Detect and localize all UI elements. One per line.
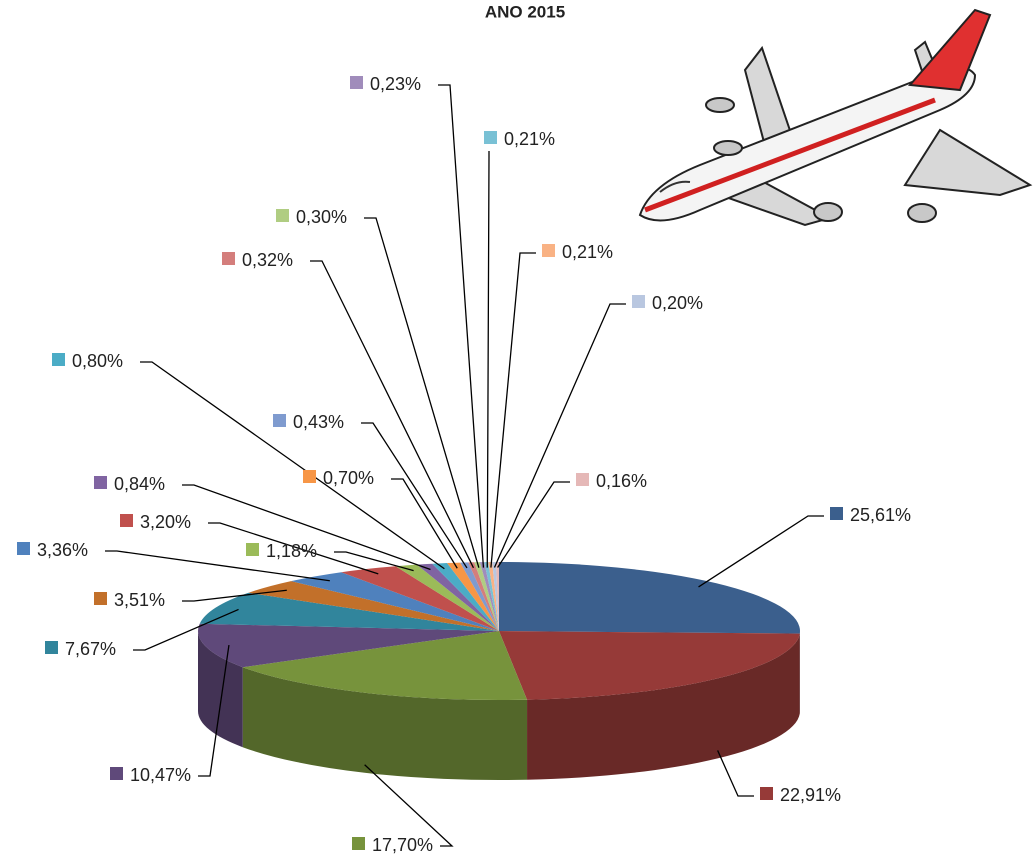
leader-line [498, 482, 570, 568]
legend-swatch [352, 837, 365, 850]
legend-swatch [350, 76, 363, 89]
data-label: 0,21% [562, 242, 613, 262]
legend-swatch [760, 787, 773, 800]
legend-swatch [94, 592, 107, 605]
leader-line [438, 85, 483, 568]
data-label: 7,67% [65, 639, 116, 659]
data-label: 0,32% [242, 250, 293, 270]
leader-line [334, 552, 414, 571]
legend-swatch [110, 767, 123, 780]
data-label: 3,51% [114, 590, 165, 610]
legend-swatch [120, 514, 133, 527]
data-label: 0,43% [293, 412, 344, 432]
legend-swatch [94, 476, 107, 489]
leader-line [364, 218, 479, 568]
data-label: 0,80% [72, 351, 123, 371]
legend-swatch [830, 507, 843, 520]
legend-swatch [52, 353, 65, 366]
data-label: 0,23% [370, 74, 421, 94]
legend-swatch [632, 295, 645, 308]
data-label: 22,91% [780, 785, 841, 805]
data-label: 0,30% [296, 207, 347, 227]
legend-swatch [484, 131, 497, 144]
data-label: 0,84% [114, 474, 165, 494]
data-label: 3,36% [37, 540, 88, 560]
legend-swatch [273, 414, 286, 427]
legend-swatch [542, 244, 555, 257]
data-label: 1,18% [266, 541, 317, 561]
slice-top [499, 562, 800, 634]
data-label: 25,61% [850, 505, 911, 525]
data-label: 0,20% [652, 293, 703, 313]
data-label: 3,20% [140, 512, 191, 532]
legend-swatch [246, 543, 259, 556]
legend-swatch [576, 473, 589, 486]
leader-line [494, 304, 626, 568]
leader-line [699, 516, 824, 587]
leader-line [487, 151, 489, 568]
legend-swatch [17, 542, 30, 555]
data-label: 17,70% [372, 835, 433, 855]
legend-swatch [45, 641, 58, 654]
data-label: 0,16% [596, 471, 647, 491]
chart-title: ANO 2015 [485, 2, 565, 21]
data-label: 10,47% [130, 765, 191, 785]
leader-line [718, 750, 754, 796]
chart: ANO 2015 25,61% 22,91% 17,70% 10,47% 7,67% 3,… [0, 0, 1034, 861]
data-label: 0,21% [504, 129, 555, 149]
legend-swatch [276, 209, 289, 222]
airplane-illustration [640, 10, 1030, 225]
legend-swatch [303, 470, 316, 483]
leader-line [361, 423, 467, 568]
data-label: 0,70% [323, 468, 374, 488]
legend-swatch [222, 252, 235, 265]
leader-line [140, 362, 444, 569]
pie-slice [499, 631, 800, 780]
